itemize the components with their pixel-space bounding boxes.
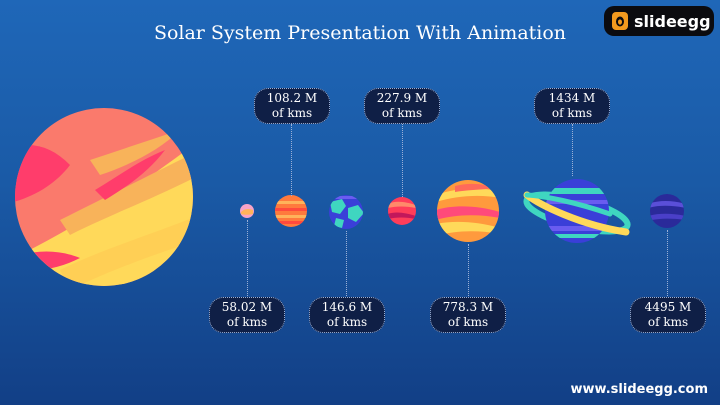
distance-label-jupiter: 778.3 M of kms xyxy=(430,297,506,333)
distance-label-mars: 227.9 M of kms xyxy=(364,88,440,124)
distance-value: 778.3 M xyxy=(442,300,494,314)
distance-unit: of kms xyxy=(271,106,313,120)
mars-planet xyxy=(388,197,416,225)
distance-label-venus: 108.2 M of kms xyxy=(254,88,330,124)
venus-planet xyxy=(275,195,307,227)
connector-saturn xyxy=(572,124,573,176)
distance-unit: of kms xyxy=(447,315,489,329)
distance-unit: of kms xyxy=(551,106,593,120)
jupiter-planet xyxy=(437,180,499,242)
connector-mars xyxy=(402,124,403,197)
distance-unit: of kms xyxy=(326,315,368,329)
brand-logo: slideegg xyxy=(604,6,714,36)
distance-unit: of kms xyxy=(226,315,268,329)
distance-value: 1434 M xyxy=(548,91,596,105)
distance-value: 58.02 M xyxy=(221,300,273,314)
connector-jupiter xyxy=(468,244,469,296)
distance-value: 4495 M xyxy=(644,300,692,314)
distance-label-mercury: 58.02 M of kms xyxy=(209,297,285,333)
distance-unit: of kms xyxy=(381,106,423,120)
brand-logo-text: slideegg xyxy=(634,11,711,31)
mercury-planet xyxy=(240,204,254,218)
connector-neptune xyxy=(667,230,668,296)
distance-label-earth: 146.6 M of kms xyxy=(309,297,385,333)
distance-value: 227.9 M xyxy=(376,91,428,105)
distance-label-neptune: 4495 M of kms xyxy=(630,297,706,333)
neptune-planet xyxy=(650,194,684,228)
earth-planet xyxy=(329,195,363,229)
saturn-planet xyxy=(523,179,631,243)
sun-planet xyxy=(15,108,193,286)
connector-earth xyxy=(346,231,347,296)
connector-venus xyxy=(291,124,292,196)
egg-icon xyxy=(612,12,628,30)
slide-title: Solar System Presentation With Animation xyxy=(153,22,567,44)
distance-value: 146.6 M xyxy=(321,300,373,314)
distance-label-saturn: 1434 M of kms xyxy=(534,88,610,124)
distance-unit: of kms xyxy=(647,315,689,329)
connector-mercury xyxy=(247,220,248,296)
distance-value: 108.2 M xyxy=(266,91,318,105)
footer-url: www.slideegg.com xyxy=(570,382,708,397)
